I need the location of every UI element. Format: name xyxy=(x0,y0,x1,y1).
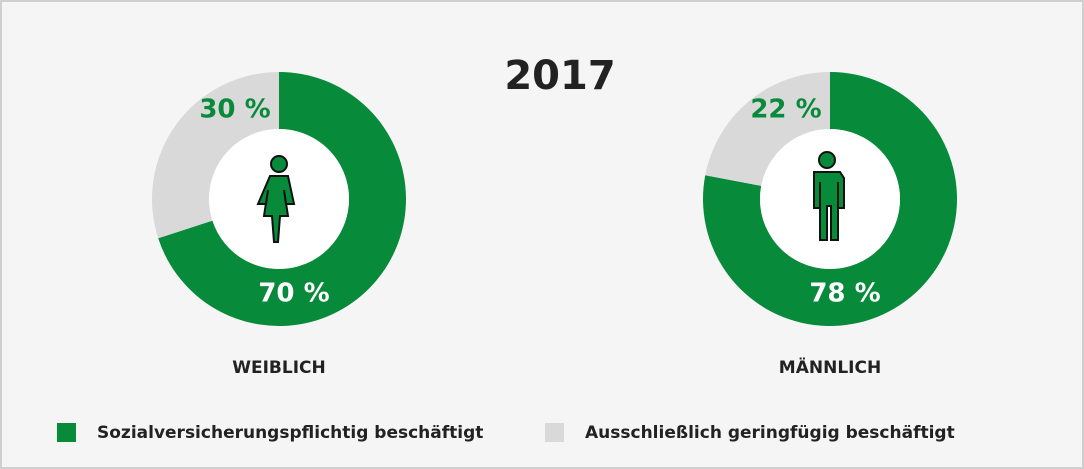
legend-label: Ausschließlich geringfügig beschäftigt xyxy=(585,423,955,443)
donut-segment xyxy=(705,72,830,186)
value-label: 30 % xyxy=(199,95,270,125)
legend-label: Sozialversicherungspflichtig beschäftigt xyxy=(97,423,483,443)
donut-segment xyxy=(703,72,958,326)
donut-segment xyxy=(158,72,406,326)
value-label: 78 % xyxy=(809,279,880,309)
title: 2017 xyxy=(504,53,615,99)
icon-female xyxy=(256,155,296,243)
legend-swatch xyxy=(545,423,564,442)
legend-swatch xyxy=(57,423,76,442)
value-label: 70 % xyxy=(258,279,329,309)
icon-male xyxy=(813,151,845,241)
donut-segment xyxy=(151,72,279,239)
chart-label: MÄNNLICH xyxy=(779,356,881,378)
value-label: 22 % xyxy=(750,95,821,125)
chart-label: WEIBLICH xyxy=(232,358,326,378)
